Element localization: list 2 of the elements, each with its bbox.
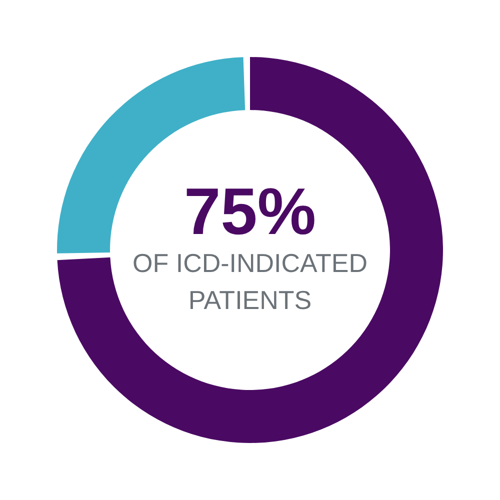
- data-label: 75%: [182, 173, 318, 249]
- text: OF ICD-INDICATED PATIENTS: [132, 247, 368, 317]
